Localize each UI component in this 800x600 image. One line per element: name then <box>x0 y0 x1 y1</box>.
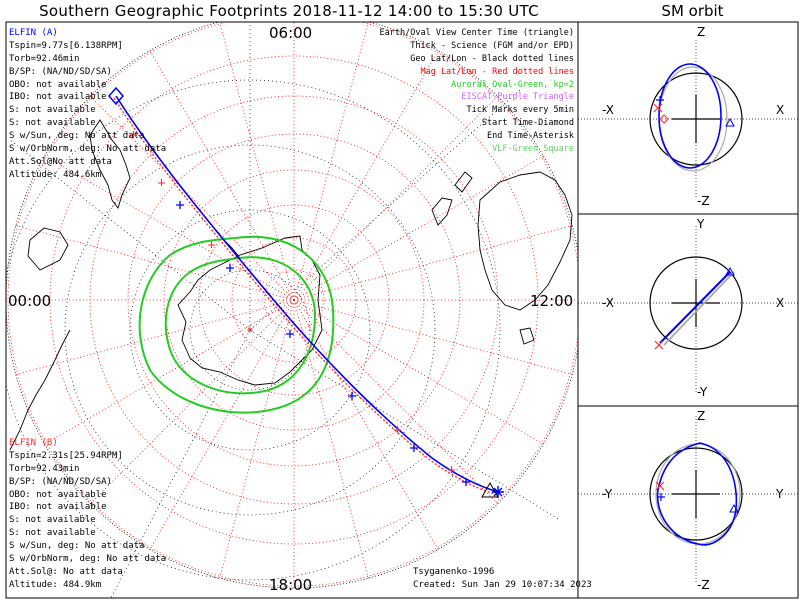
elfin-b-name: ELFIN (B) <box>9 438 58 448</box>
model-credit: Tsyganenko-1996 <box>413 567 495 577</box>
elfin-b-line: OBO: not available <box>9 489 107 500</box>
south-america-outline <box>89 119 131 209</box>
auroral-oval-outer <box>138 235 335 414</box>
auroral-oval-inner <box>164 256 317 395</box>
elfin-a-line: OBO: not available <box>9 79 107 90</box>
legend-item: Geo Lat/Lon - Black dotted lines <box>410 53 574 64</box>
sm2-bottom-label: -Y <box>697 385 708 399</box>
mag-grid <box>6 22 578 590</box>
sm2-left-label: -X <box>602 296 614 310</box>
elfin-a-line: S: not available <box>9 118 96 129</box>
elfin-a-line: Torb=92.46min <box>9 53 80 64</box>
sm2-top-label: Y <box>697 217 705 231</box>
elfin-b-ticks <box>130 131 455 473</box>
created-timestamp: Created: Sun Jan 29 10:07:34 2023 <box>413 579 592 590</box>
hour-label-top: 06:00 <box>269 24 313 42</box>
earth-circle <box>649 72 743 166</box>
sm-panel-yz <box>578 416 798 584</box>
elfin-a-line: B/SP: (NA/ND/SD/SA) <box>9 66 112 77</box>
africa-outline <box>9 329 71 451</box>
sm2-right-label: X <box>776 296 785 310</box>
legend-item: Thick - Science (FGM and/or EPD) <box>410 40 574 51</box>
end-asterisk <box>492 486 504 498</box>
elfin-a-ticks <box>176 201 470 486</box>
orbit-a <box>656 442 738 546</box>
new-zealand-outline <box>431 197 453 226</box>
legend-item: Mag Lat/Lon - Red dotted lines <box>420 66 574 77</box>
elfin-a-line: S: not available <box>9 105 96 116</box>
legend: Earth/Oval View Center Time (triangle) T… <box>380 27 574 156</box>
sm1-right-label: X <box>776 103 785 117</box>
footer: Tsyganenko-1996 Created: Sun Jan 29 10:0… <box>413 566 592 592</box>
sm-orbit-title: SM orbit <box>661 2 724 20</box>
sm1-left-label: -X <box>602 103 614 117</box>
elfin-b-line: S: not available <box>9 528 96 539</box>
sm-frame <box>577 21 799 599</box>
sm3-right-label: Y <box>776 487 784 501</box>
auroral-oval <box>138 235 335 414</box>
elfin-b-info: ELFIN (B) Tspin=2.31s[25.94RPM] Torb=92.… <box>9 437 166 592</box>
orbit-a <box>658 63 722 169</box>
page-title: Southern Geographic Footprints 2018-11-1… <box>39 2 539 20</box>
elfin-a-line: S w/OrbNorm, deg: No att data <box>9 144 167 155</box>
elfin-b-line: S w/OrbNorm, deg: No att data <box>9 554 167 565</box>
elfin-a-line: IBO: not available <box>9 92 107 103</box>
elfin-a-name: ELFIN (A) <box>9 28 58 38</box>
elfin-a-line: Tspin=9.77s[6.138RPM] <box>9 40 123 51</box>
elfin-a-info: ELFIN (A) Tspin=9.77s[6.138RPM] Torb=92.… <box>9 27 166 182</box>
elfin-a-line: Altitude: 484.6km <box>9 169 102 180</box>
sm3-left-label: -Y <box>602 487 613 501</box>
elfin-b-line: S w/Sun, deg: No att data <box>9 541 145 552</box>
sm-panel-xy <box>578 226 798 392</box>
legend-item: Start Time-Diamond <box>481 118 574 129</box>
elfin-b-line: Att.Sol@: No att data <box>9 566 123 577</box>
hour-label-bottom: 18:00 <box>269 576 313 594</box>
legend-item: Earth/Oval View Center Time (triangle) <box>379 28 574 38</box>
orbit-a <box>659 271 731 344</box>
elfin-a-line: S w/Sun, deg: No att data <box>9 131 145 142</box>
sm3-bottom-label: -Z <box>697 578 710 592</box>
legend-item: VLF-Green Square <box>492 144 574 155</box>
elfin-b-line: Torb=92.43min <box>9 463 80 474</box>
legend-item: Tick Marks every 5min <box>466 105 574 116</box>
elfin-b-line: B/SP: (NA/ND/SD/SA) <box>9 476 112 487</box>
hour-label-left: 00:00 <box>8 292 52 310</box>
legend-item: Auroral Oval-Green, kp=2 <box>451 79 574 90</box>
sm1-bottom-label: -Z <box>697 194 710 208</box>
hour-label-right: 12:00 <box>530 292 574 310</box>
legend-item: End Time-Asterisk <box>487 131 574 142</box>
start-diamond <box>108 86 124 106</box>
mag-pole-marker <box>247 327 253 333</box>
legend-item: EISCAT-Purple Triangle <box>461 92 574 103</box>
elfin-b-line: S: not available <box>9 515 96 526</box>
center-triangle <box>481 481 499 498</box>
sm3-top-label: Z <box>697 409 706 423</box>
elfin-b-line: Altitude: 484.9km <box>9 579 102 590</box>
australia-outline <box>477 171 573 311</box>
sm-panel-xz <box>578 40 798 198</box>
sm1-top-label: Z <box>697 25 706 39</box>
antarctica-outline <box>177 235 323 386</box>
elfin-b-line: Tspin=2.31s[25.94RPM] <box>9 450 123 461</box>
elfin-a-line: Att.Sol@No att data <box>9 156 112 167</box>
elfin-b-line: IBO: not available <box>9 502 107 513</box>
